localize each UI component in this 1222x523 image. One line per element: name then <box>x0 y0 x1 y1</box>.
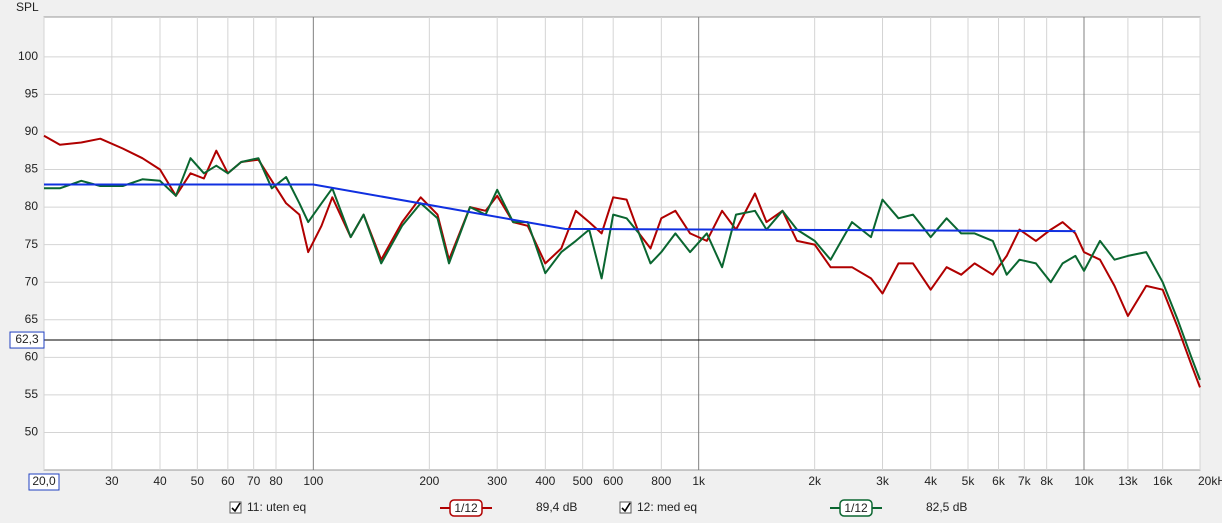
y-tick-label: 50 <box>25 425 39 439</box>
x-tick-label: 400 <box>535 474 555 488</box>
y-axis-label: SPL <box>16 0 39 14</box>
x-tick-label: 200 <box>419 474 439 488</box>
legend-check <box>621 502 631 513</box>
legend-level: 89,4 dB <box>536 500 577 514</box>
x-tick-label: 40 <box>153 474 167 488</box>
lines <box>43 134 1201 388</box>
legend-checkbox[interactable] <box>229 501 242 514</box>
x-tick-label: 20,0 <box>32 474 56 488</box>
x-tick-label: 10k <box>1074 474 1094 488</box>
x-tick-label: 20kHz <box>1198 474 1222 488</box>
y-tick-label: 60 <box>25 349 39 363</box>
x-tick-label: 100 <box>303 474 323 488</box>
x-cursor-box <box>28 473 60 491</box>
y-tick-label: 100 <box>18 49 38 63</box>
x-tick-label: 800 <box>651 474 671 488</box>
x-tick-label: 16k <box>1153 474 1173 488</box>
x-tick-label: 6k <box>992 474 1006 488</box>
legend-smoothing: 1/12 <box>844 501 868 515</box>
x-tick-label: 5k <box>962 474 976 488</box>
legend-name: 12: med eq <box>637 500 697 514</box>
legend-name: 11: uten eq <box>247 500 306 514</box>
plot-area <box>43 16 1201 471</box>
x-tick-label: 80 <box>269 474 283 488</box>
legend-check <box>231 502 241 513</box>
legend-smoothing: 1/12 <box>454 501 478 515</box>
x-tick-label: 70 <box>247 474 261 488</box>
legend-level: 82,5 dB <box>926 500 967 514</box>
x-tick-label: 4k <box>924 474 938 488</box>
x-tick-label: 7k <box>1018 474 1032 488</box>
x-tick-label: 8k <box>1040 474 1054 488</box>
y-tick-label: 55 <box>25 387 39 401</box>
cursor-label: 62,3 <box>15 332 39 346</box>
y-tick-label: 75 <box>25 237 39 251</box>
smoothing-box[interactable] <box>839 499 873 517</box>
labels: 50 55 60 65 70 75 80 85 90 95 100 20,0 30 40 50 60 70 80 1… <box>9 49 1222 491</box>
x-tick-label: 600 <box>603 474 623 488</box>
y-tick-label: 95 <box>25 87 39 101</box>
grid <box>43 17 1201 470</box>
legend-checkbox[interactable] <box>619 501 632 514</box>
x-tick-label: 300 <box>487 474 507 488</box>
cursor-box <box>9 331 45 349</box>
series-line <box>44 157 1201 381</box>
x-tick-label: 50 <box>191 474 205 488</box>
y-tick-label: 85 <box>25 162 39 176</box>
y-tick-label: 90 <box>25 124 39 138</box>
series-line <box>44 183 1076 233</box>
legend: 11: uten eq 1/12 89,4 dB 12: med eq 1/12 82,5… <box>229 499 967 517</box>
x-tick-label: 30 <box>105 474 119 488</box>
y-tick-label: 80 <box>25 199 39 213</box>
smoothing-box[interactable] <box>449 499 483 517</box>
x-tick-label: 13k <box>1118 474 1138 488</box>
x-tick-label: 3k <box>876 474 890 488</box>
y-tick-label: 65 <box>25 312 39 326</box>
x-tick-label: 60 <box>221 474 235 488</box>
x-tick-label: 1k <box>692 474 706 488</box>
x-tick-label: 2k <box>808 474 822 488</box>
x-tick-label: 500 <box>573 474 593 488</box>
y-tick-label: 70 <box>25 274 39 288</box>
